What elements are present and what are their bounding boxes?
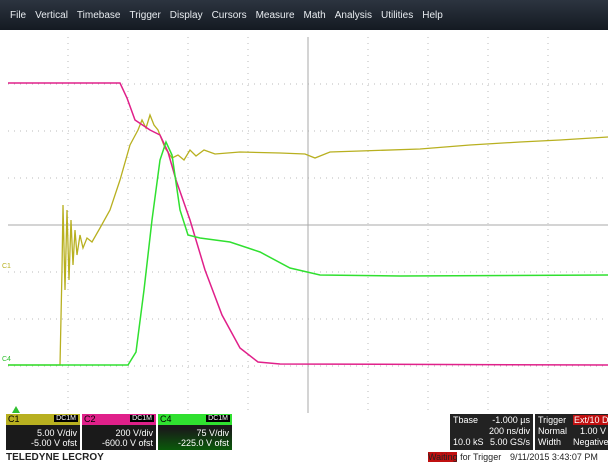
time-scale: 200 ns/div [488, 426, 530, 436]
trigger-box[interactable]: Trigger Ext/10 DC Normal 1.00 V Width Ne… [535, 414, 608, 450]
trigger-type: Width [538, 437, 562, 447]
trace-c4 [8, 139, 608, 366]
menu-item[interactable]: Timebase [76, 9, 121, 21]
menu-item[interactable]: Help [422, 9, 443, 21]
scale: 5.00 V/div [36, 428, 77, 438]
scale: 200 V/div [115, 428, 153, 438]
menu-item[interactable]: Math [303, 9, 326, 21]
status: Waiting for Trigger [428, 452, 502, 462]
channel-box[interactable]: C2 DC1M 200 V/div -600.0 V ofst [82, 414, 156, 450]
trace-c1 [8, 113, 608, 366]
menu-item[interactable]: Utilities [380, 9, 414, 21]
menu-item[interactable]: Measure [255, 9, 295, 21]
channel-label: C4 [160, 414, 172, 424]
trace-marker: C4 [2, 356, 11, 363]
menu-item[interactable]: Analysis [334, 9, 372, 21]
coupling: DC1M [206, 415, 230, 422]
menu-item[interactable]: Cursors [211, 9, 247, 21]
footer: TELEDYNE LECROY Waiting for Trigger 9/11… [0, 451, 608, 465]
trigger-channel: Ext/10 DC [573, 415, 608, 425]
delay: -1.000 µs [492, 415, 530, 425]
brand: TELEDYNE LECROY [6, 452, 104, 463]
trigger-level: 1.00 V [580, 426, 607, 436]
coupling: DC1M [54, 415, 78, 422]
coupling: DC1M [130, 415, 154, 422]
scope-display: C1 C4 [2, 37, 608, 413]
menu-item[interactable]: Display [169, 9, 203, 21]
offset: -600.0 V ofst [101, 438, 153, 448]
channel-label: C2 [84, 414, 96, 424]
channel-header [82, 414, 156, 425]
channel-header [6, 414, 80, 425]
trigger-polarity: Negative [573, 437, 608, 447]
trigger-mode: Normal [538, 426, 568, 436]
timebase-label: Tbase [453, 415, 479, 425]
channel-box[interactable]: C4 DC1M 75 V/div -225.0 V ofst [158, 414, 232, 450]
channel-header [158, 414, 232, 425]
center-axes [8, 37, 608, 413]
trigger-label: Trigger [538, 415, 567, 425]
sample-rate: 5.00 GS/s [489, 437, 530, 447]
channel-label: C1 [8, 414, 20, 424]
datetime: 9/11/2015 3:43:07 PM [510, 452, 598, 462]
menu-item[interactable]: Trigger [129, 9, 161, 21]
menu-item[interactable]: Vertical [35, 9, 68, 21]
channel-box[interactable]: C1 DC1M 5.00 V/div -5.00 V ofst [6, 414, 80, 450]
trigger-marker [12, 406, 20, 413]
scale: 75 V/div [196, 428, 229, 438]
trace-marker: C1 [2, 263, 11, 270]
menu-bar: File Vertical Timebase Trigger Display Cursor… [0, 0, 608, 30]
timebase-box[interactable]: Tbase -1.000 µs 200 ns/div 10.0 kS 5.00 … [450, 414, 533, 450]
menu-item[interactable]: File [10, 9, 27, 21]
offset: -5.00 V ofst [30, 438, 77, 448]
offset: -225.0 V ofst [177, 438, 229, 448]
samples: 10.0 kS [453, 437, 484, 447]
